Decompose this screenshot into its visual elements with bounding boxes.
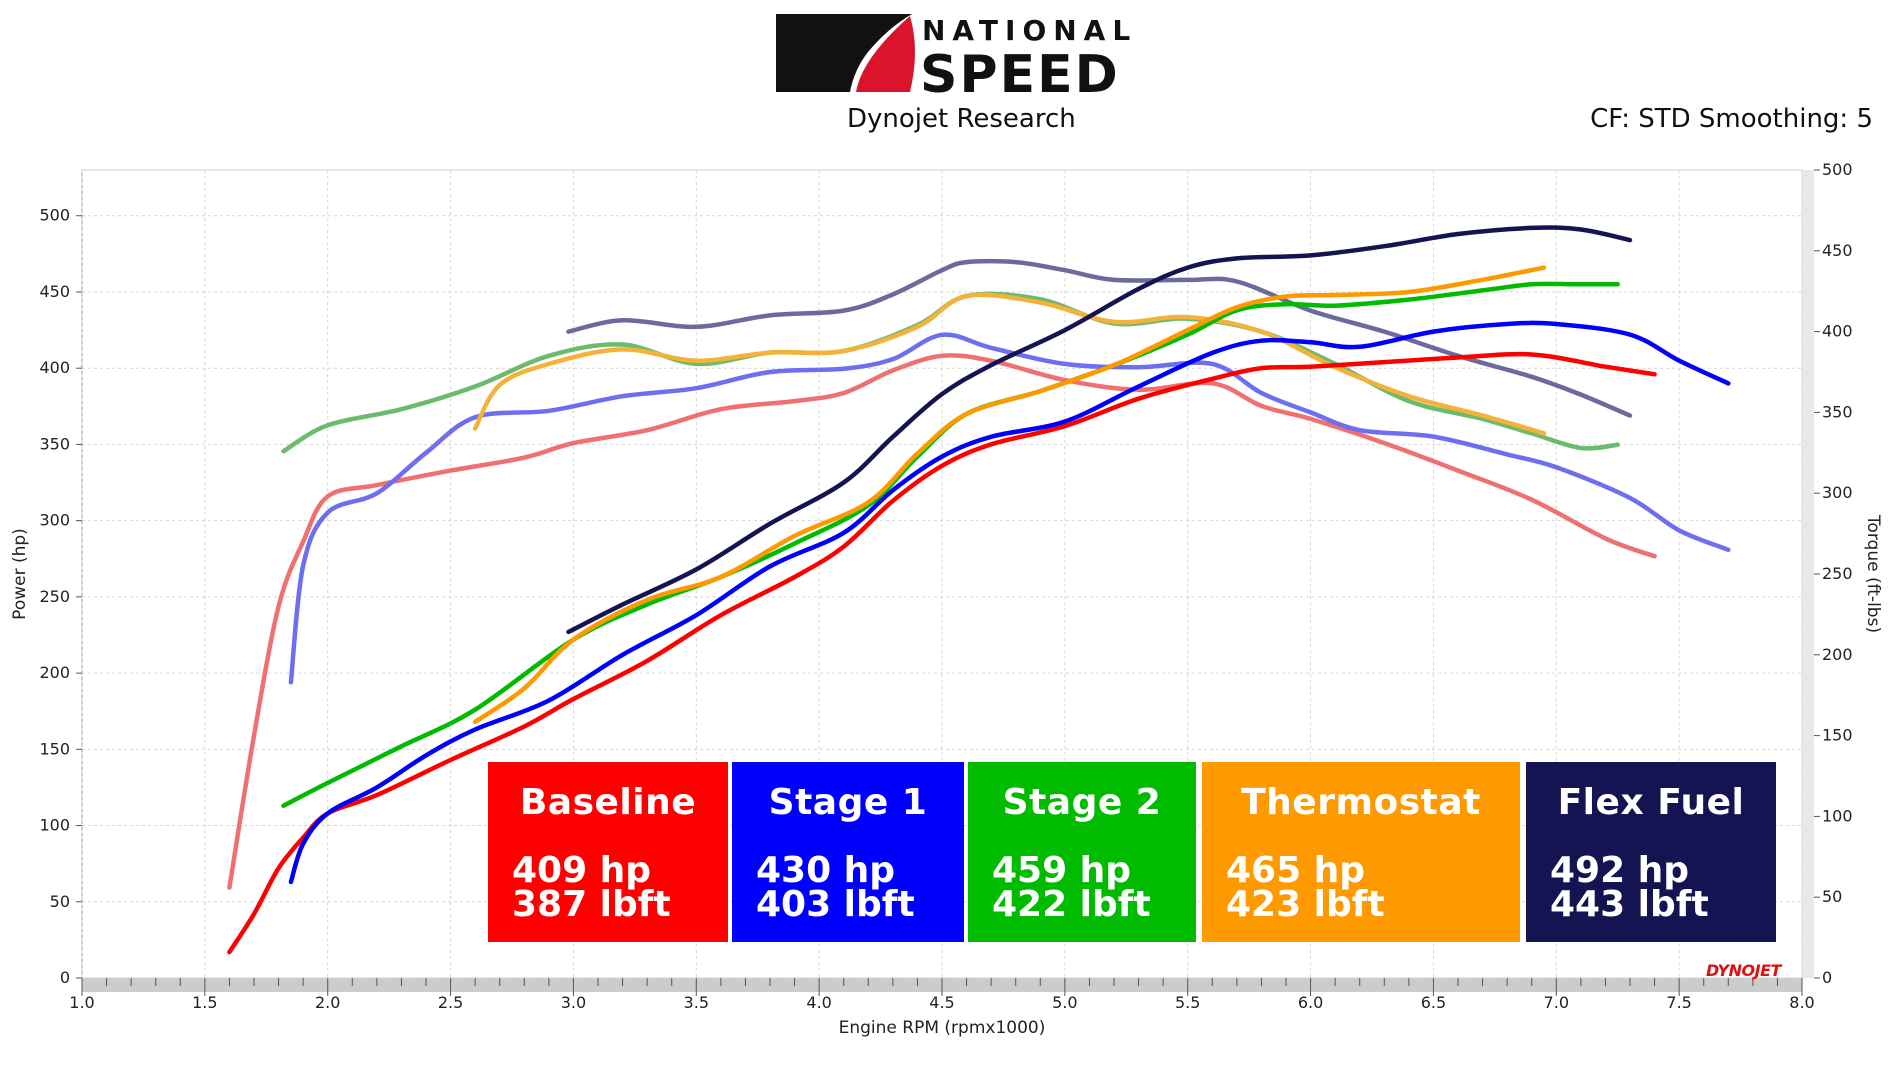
- x-tick-label: 7.5: [1666, 993, 1691, 1012]
- y2-tick-label: 350: [1822, 402, 1853, 421]
- x-tick-label: 2.5: [438, 993, 463, 1012]
- right-axis-band: [1802, 170, 1814, 978]
- series-line-stage-1-torque: [288, 332, 1731, 685]
- legend-card-stage2: Stage 2 459 hp 422 lbft: [968, 762, 1196, 942]
- y2-tick-label: 300: [1822, 483, 1853, 502]
- y2-tick-label: 400: [1822, 322, 1853, 341]
- series-lines: [227, 225, 1731, 955]
- x-tick-label: 4.5: [929, 993, 954, 1012]
- logo-red-accent-icon: [856, 16, 915, 92]
- legend-torque: 403 lbft: [756, 884, 915, 925]
- legend-name: Flex Fuel: [1557, 782, 1745, 823]
- y-axis-title: Power (hp): [10, 528, 30, 620]
- legend-power: 459 hp: [992, 850, 1132, 891]
- y2-tick-label: 100: [1822, 806, 1853, 825]
- x-tick-label: 7.0: [1544, 993, 1569, 1012]
- y-tick-label: 0: [60, 968, 70, 987]
- y-tick-label: 450: [39, 282, 70, 301]
- legend-name: Stage 2: [1002, 782, 1162, 823]
- axis-tick-labels: 1.0 1.5 2.0 2.5 3.0 3.5 4.0 4.5 5.0 5.5 6.0 6.5 7.0 7…: [39, 160, 1852, 1012]
- x-tick-label: 6.0: [1298, 993, 1323, 1012]
- legend-torque: 423 lbft: [1226, 884, 1385, 925]
- legend-power: 492 hp: [1550, 850, 1690, 891]
- legend-torque: 422 lbft: [992, 884, 1151, 925]
- legend-name: Stage 1: [768, 782, 928, 823]
- brand-top-text: NATIONAL: [922, 14, 1137, 47]
- x-tick-label: 2.0: [315, 993, 340, 1012]
- y2-tick-label: 50: [1822, 887, 1842, 906]
- y-tick-label: 250: [39, 587, 70, 606]
- y-tick-label: 500: [39, 206, 70, 225]
- x-tick-label: 5.5: [1175, 993, 1200, 1012]
- legend-power: 409 hp: [512, 850, 652, 891]
- series-line-baseline-power: [227, 351, 1657, 955]
- y-tick-label: 400: [39, 358, 70, 377]
- x-tick-label: 1.0: [69, 993, 94, 1012]
- legend-torque: 387 lbft: [512, 884, 671, 925]
- logo-swoosh-icon: [776, 14, 912, 92]
- y-tick-label: 100: [39, 816, 70, 835]
- brand-bottom-text: SPEED: [920, 45, 1120, 100]
- legend-card-baseline: Baseline 409 hp 387 lbft: [488, 762, 728, 942]
- x-tick-label: 4.0: [806, 993, 831, 1012]
- national-speed-logo: NATIONAL SPEED: [776, 14, 1137, 100]
- ruler-ticks: [81, 978, 1803, 992]
- y2-tick-label: 200: [1822, 645, 1853, 664]
- legend-name: Baseline: [519, 782, 697, 823]
- legend-torque: 443 lbft: [1550, 884, 1709, 925]
- y2-tick-label: 450: [1822, 241, 1853, 260]
- series-line-thermostat-torque: [472, 292, 1547, 436]
- legend-power: 430 hp: [756, 850, 896, 891]
- y-tick-label: 150: [39, 739, 70, 758]
- x-tick-label: 3.0: [561, 993, 586, 1012]
- x-tick-label: 8.0: [1789, 993, 1814, 1012]
- series-line-thermostat-power: [472, 265, 1547, 725]
- y-tick-label: 350: [39, 434, 70, 453]
- legend-power: 465 hp: [1226, 850, 1366, 891]
- y2-tick-label: 0: [1822, 968, 1832, 987]
- chart-subtitle: Dynojet Research: [847, 104, 1076, 134]
- series-line-baseline-torque: [227, 353, 1657, 890]
- y2-tick-label: 150: [1822, 726, 1853, 745]
- x-tick-label: 6.5: [1421, 993, 1446, 1012]
- y2-tick-label: 500: [1822, 160, 1853, 179]
- x-tick-label: 5.0: [1052, 993, 1077, 1012]
- x-tick-label: 3.5: [684, 993, 709, 1012]
- y-tick-label: 200: [39, 663, 70, 682]
- x-axis-title: Engine RPM (rpmx1000): [839, 1018, 1046, 1038]
- y2-axis-title: Torque (ft-lbs): [1863, 514, 1883, 633]
- dynojet-watermark: DYNOJET: [1706, 961, 1781, 980]
- y2-tick-label: 250: [1822, 564, 1853, 583]
- y-tick-label: 50: [50, 892, 70, 911]
- legend-card-flexfuel: Flex Fuel 492 hp 443 lbft: [1526, 762, 1776, 942]
- legend-card-thermostat: Thermostat 465 hp 423 lbft: [1202, 762, 1520, 942]
- correction-settings: CF: STD Smoothing: 5: [1590, 104, 1873, 134]
- legend-name: Thermostat: [1241, 782, 1481, 823]
- series-line-stage-1-power: [288, 320, 1731, 885]
- series-line-flex-fuel-power: [566, 225, 1633, 635]
- legend-card-stage1: Stage 1 430 hp 403 lbft: [732, 762, 964, 942]
- y-tick-label: 300: [39, 511, 70, 530]
- x-tick-label: 1.5: [192, 993, 217, 1012]
